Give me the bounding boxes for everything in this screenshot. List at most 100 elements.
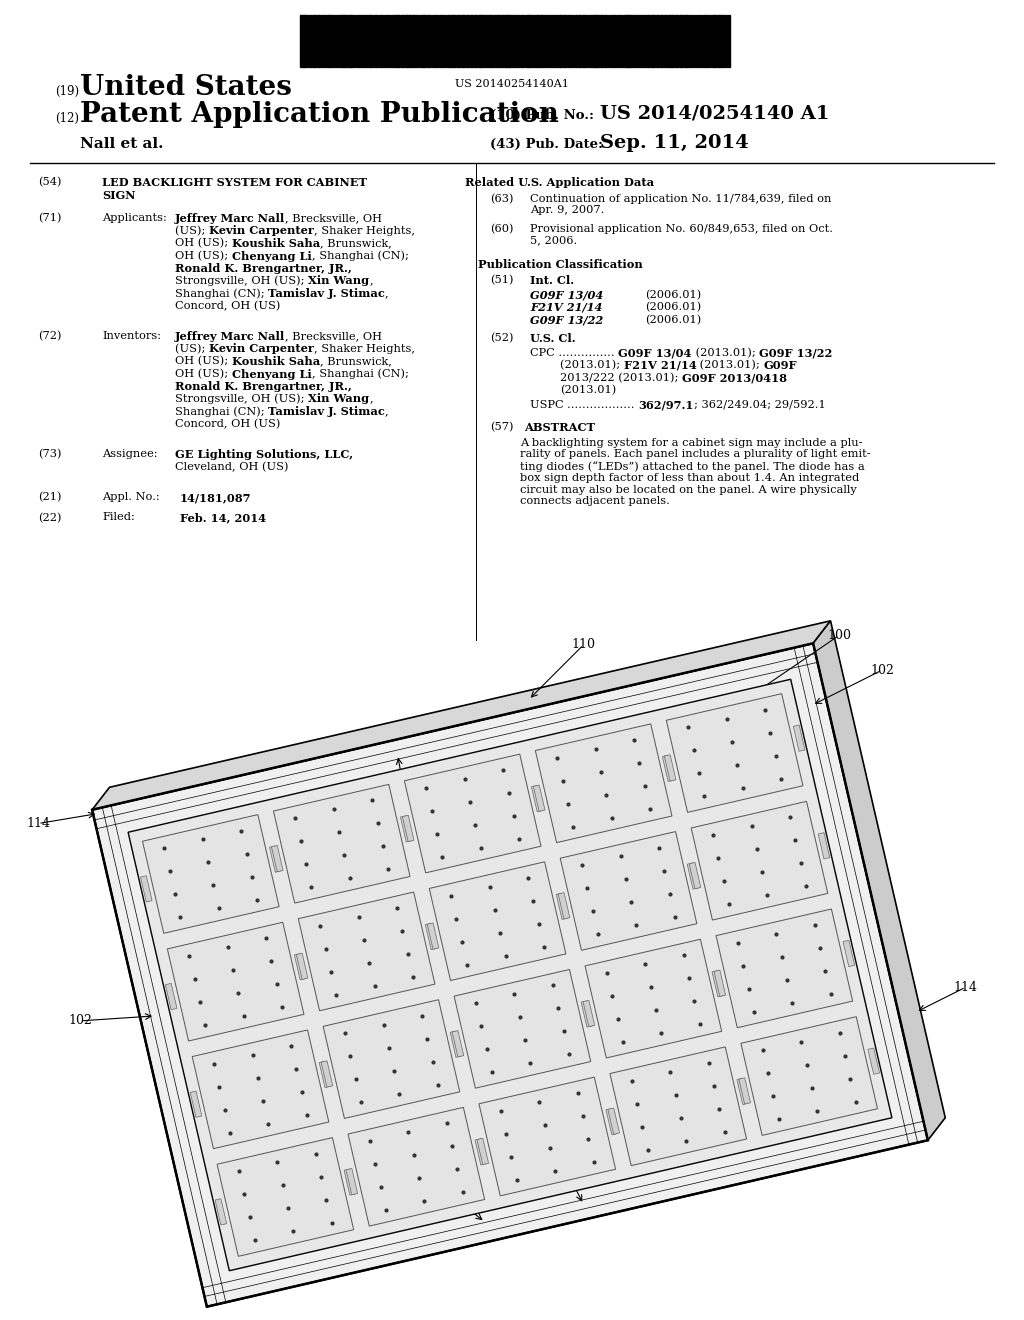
Text: , Brunswick,: , Brunswick,: [319, 356, 392, 366]
Polygon shape: [794, 725, 805, 751]
Bar: [560, 15, 562, 67]
Polygon shape: [689, 862, 700, 888]
Text: ,: ,: [385, 407, 389, 416]
Text: (71): (71): [38, 213, 61, 223]
Text: US 20140254140A1: US 20140254140A1: [455, 79, 569, 88]
Text: G09F 2013/0418: G09F 2013/0418: [682, 372, 787, 384]
Bar: [386, 15, 388, 67]
Text: ..................: ..................: [567, 400, 638, 409]
Polygon shape: [140, 875, 153, 902]
Text: Concord, OH (US): Concord, OH (US): [175, 301, 281, 310]
Text: (2006.01): (2006.01): [645, 289, 701, 300]
Bar: [640, 15, 643, 67]
Bar: [664, 15, 667, 67]
Bar: [570, 15, 572, 67]
Bar: [391, 15, 393, 67]
Text: 2013/222 (2013.01);: 2013/222 (2013.01);: [560, 372, 682, 383]
Polygon shape: [712, 970, 724, 997]
Polygon shape: [585, 940, 722, 1057]
Polygon shape: [273, 784, 410, 903]
Bar: [651, 15, 653, 67]
Bar: [706, 15, 709, 67]
Polygon shape: [818, 833, 829, 859]
Polygon shape: [271, 846, 283, 871]
Text: 362/97.1: 362/97.1: [638, 400, 693, 411]
Text: LED BACKLIGHT SYSTEM FOR CABINET
SIGN: LED BACKLIGHT SYSTEM FOR CABINET SIGN: [102, 177, 367, 201]
Bar: [718, 15, 720, 67]
Bar: [624, 15, 626, 67]
Polygon shape: [531, 785, 543, 812]
Text: Ronald K. Brengartner, JR.,: Ronald K. Brengartner, JR.,: [175, 381, 352, 392]
Polygon shape: [582, 1001, 593, 1027]
Bar: [451, 15, 453, 67]
Text: Xin Wang: Xin Wang: [308, 393, 370, 404]
Bar: [681, 15, 683, 67]
Bar: [493, 15, 495, 67]
Polygon shape: [346, 1168, 357, 1195]
Bar: [467, 15, 469, 67]
Text: (72): (72): [38, 331, 61, 342]
Bar: [532, 15, 534, 67]
Text: , Brecksville, OH: , Brecksville, OH: [286, 331, 382, 341]
Bar: [653, 15, 655, 67]
Bar: [435, 15, 438, 67]
Text: CPC ...............: CPC ...............: [530, 347, 618, 358]
Text: (19): (19): [55, 84, 79, 98]
Polygon shape: [402, 816, 414, 842]
Polygon shape: [128, 680, 892, 1271]
Bar: [679, 15, 681, 67]
Bar: [713, 15, 716, 67]
Text: OH (US);: OH (US);: [175, 251, 231, 261]
Polygon shape: [429, 862, 566, 981]
Bar: [490, 15, 492, 67]
Polygon shape: [269, 846, 282, 873]
Polygon shape: [687, 863, 698, 890]
Text: 104: 104: [542, 1138, 565, 1151]
Bar: [407, 15, 410, 67]
Text: (2013.01): (2013.01): [560, 385, 616, 395]
Polygon shape: [400, 816, 412, 842]
Bar: [637, 15, 639, 67]
Text: 102: 102: [403, 1160, 427, 1173]
Text: Chenyang Li: Chenyang Li: [231, 251, 311, 261]
Bar: [313, 15, 316, 67]
Text: Provisional application No. 60/849,653, filed on Oct.
5, 2006.: Provisional application No. 60/849,653, …: [530, 223, 833, 246]
Polygon shape: [296, 953, 308, 979]
Text: GE Lighting Solutions, LLC,: GE Lighting Solutions, LLC,: [175, 449, 353, 459]
Text: Int. Cl.: Int. Cl.: [530, 275, 574, 286]
Polygon shape: [534, 785, 545, 812]
Bar: [506, 15, 509, 67]
Polygon shape: [477, 1138, 488, 1164]
Polygon shape: [556, 894, 568, 920]
Text: (60): (60): [490, 223, 513, 234]
Polygon shape: [739, 1077, 751, 1104]
Text: (2006.01): (2006.01): [645, 302, 701, 313]
Text: Shanghai (CN);: Shanghai (CN);: [175, 288, 268, 298]
Text: ; 362/249.04; 29/592.1: ; 362/249.04; 29/592.1: [693, 400, 825, 409]
Bar: [478, 15, 480, 67]
Bar: [380, 15, 383, 67]
Bar: [512, 15, 514, 67]
Bar: [485, 15, 487, 67]
Text: (12): (12): [55, 112, 79, 125]
Text: ,: ,: [370, 393, 373, 404]
Text: (10) Pub. No.:: (10) Pub. No.:: [490, 110, 594, 121]
Bar: [556, 15, 558, 67]
Bar: [544, 15, 546, 67]
Polygon shape: [92, 620, 830, 809]
Bar: [375, 15, 377, 67]
Polygon shape: [475, 1139, 486, 1166]
Text: Continuation of application No. 11/784,639, filed on
Apr. 9, 2007.: Continuation of application No. 11/784,6…: [530, 194, 831, 215]
Text: (63): (63): [490, 194, 513, 203]
Polygon shape: [665, 755, 676, 781]
Text: US 2014/0254140 A1: US 2014/0254140 A1: [600, 106, 829, 123]
Bar: [461, 15, 463, 67]
Polygon shape: [190, 1092, 202, 1117]
Polygon shape: [868, 1048, 880, 1074]
Bar: [428, 15, 430, 67]
Text: , Shaker Heights,: , Shaker Heights,: [314, 226, 415, 235]
Polygon shape: [583, 1001, 595, 1027]
Text: OH (US);: OH (US);: [175, 368, 231, 379]
Bar: [589, 15, 591, 67]
Text: , Brunswick,: , Brunswick,: [319, 238, 392, 248]
